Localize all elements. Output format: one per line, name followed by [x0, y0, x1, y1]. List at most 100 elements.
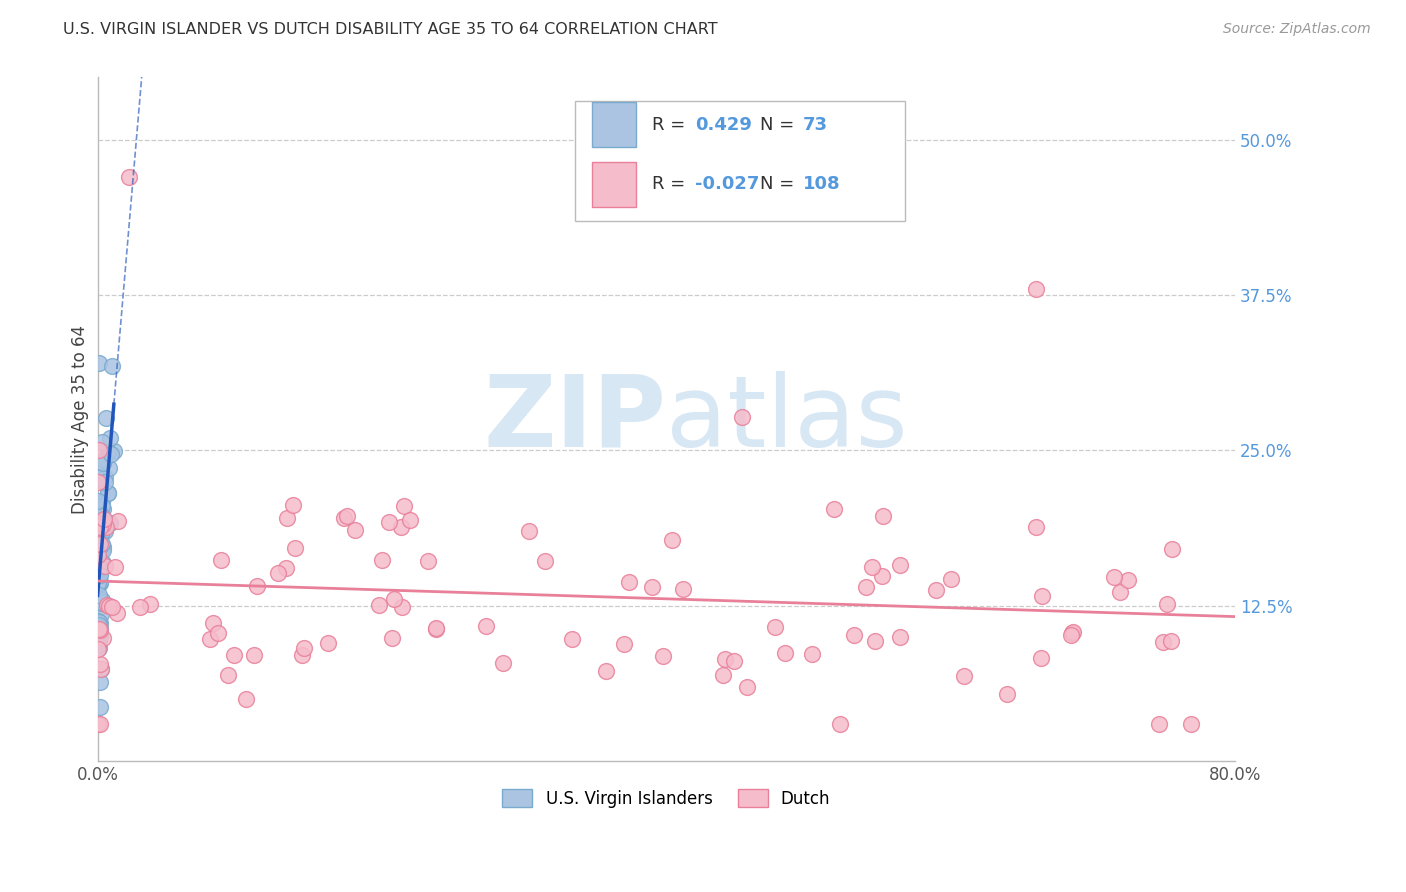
Point — [90, 470, 112, 484]
Point — [89, 568, 111, 582]
Point — [89, 529, 111, 543]
Point — [89, 538, 111, 552]
Point — [1160, 634, 1182, 648]
Text: -0.027: -0.027 — [695, 176, 759, 194]
Point — [1059, 628, 1081, 642]
Point — [93, 512, 115, 526]
Point — [101, 359, 124, 373]
Point — [344, 523, 367, 537]
Point — [87, 475, 110, 489]
Point — [855, 581, 877, 595]
Point — [661, 533, 683, 548]
Point — [1149, 716, 1171, 731]
Point — [87, 633, 110, 648]
Point — [98, 516, 121, 530]
Point — [89, 622, 111, 636]
Point — [292, 641, 315, 656]
Point — [267, 566, 290, 581]
Point — [91, 537, 114, 551]
Point — [90, 510, 112, 524]
Point — [284, 541, 307, 555]
Point — [1108, 584, 1130, 599]
Point — [87, 640, 110, 655]
Text: R =: R = — [651, 176, 690, 194]
Point — [91, 502, 114, 516]
Text: atlas: atlas — [666, 371, 908, 467]
Point — [201, 615, 224, 630]
Point — [89, 553, 111, 567]
Point — [860, 560, 883, 574]
Point — [98, 461, 121, 475]
Point — [823, 502, 845, 516]
Y-axis label: Disability Age 35 to 64: Disability Age 35 to 64 — [72, 325, 89, 514]
Point — [276, 511, 298, 525]
Point — [93, 453, 115, 467]
Point — [763, 620, 786, 634]
Point — [94, 558, 117, 573]
Point — [87, 558, 110, 572]
Point — [87, 614, 110, 628]
Point — [889, 558, 911, 572]
Point — [91, 593, 114, 607]
Point — [953, 668, 976, 682]
Point — [492, 656, 515, 670]
Point — [90, 527, 112, 541]
Point — [90, 662, 112, 676]
Point — [91, 557, 114, 571]
Point — [735, 680, 758, 694]
Legend: U.S. Virgin Islanders, Dutch: U.S. Virgin Islanders, Dutch — [496, 782, 837, 814]
Point — [209, 553, 232, 567]
Point — [89, 618, 111, 632]
Point — [224, 648, 246, 663]
Point — [730, 409, 752, 424]
Point — [87, 716, 110, 731]
Point — [87, 512, 110, 526]
Point — [90, 607, 112, 621]
Point — [105, 607, 128, 621]
Point — [89, 443, 111, 458]
Point — [94, 410, 117, 425]
Text: R =: R = — [651, 116, 690, 134]
Point — [87, 620, 110, 634]
Point — [246, 579, 269, 593]
Point — [773, 646, 796, 660]
Point — [91, 523, 114, 537]
Point — [336, 509, 359, 524]
Point — [207, 625, 229, 640]
Point — [316, 635, 339, 649]
Text: 73: 73 — [803, 116, 828, 134]
Text: U.S. VIRGIN ISLANDER VS DUTCH DISABILITY AGE 35 TO 64 CORRELATION CHART: U.S. VIRGIN ISLANDER VS DUTCH DISABILITY… — [63, 22, 718, 37]
Point — [425, 621, 447, 635]
Point — [87, 638, 110, 652]
Point — [714, 652, 737, 666]
Point — [90, 499, 112, 513]
Point — [87, 535, 110, 549]
Point — [91, 543, 114, 558]
Point — [416, 553, 439, 567]
Point — [91, 435, 114, 450]
Point — [291, 648, 314, 662]
Point — [93, 540, 115, 554]
Point — [89, 526, 111, 541]
Point — [1102, 570, 1125, 584]
Point — [90, 508, 112, 522]
Point — [863, 634, 886, 648]
Point — [391, 600, 413, 615]
Point — [235, 691, 257, 706]
Point — [870, 569, 893, 583]
Point — [1062, 626, 1084, 640]
Point — [595, 664, 617, 678]
Point — [1025, 282, 1047, 296]
Point — [1160, 541, 1182, 556]
Point — [87, 494, 110, 508]
Point — [97, 485, 120, 500]
Point — [243, 648, 266, 662]
Point — [89, 626, 111, 640]
Text: ZIP: ZIP — [484, 371, 666, 467]
Point — [1062, 625, 1084, 640]
Point — [561, 632, 583, 647]
Point — [89, 560, 111, 574]
Point — [389, 519, 412, 533]
Point — [87, 576, 110, 591]
Text: N =: N = — [759, 116, 800, 134]
